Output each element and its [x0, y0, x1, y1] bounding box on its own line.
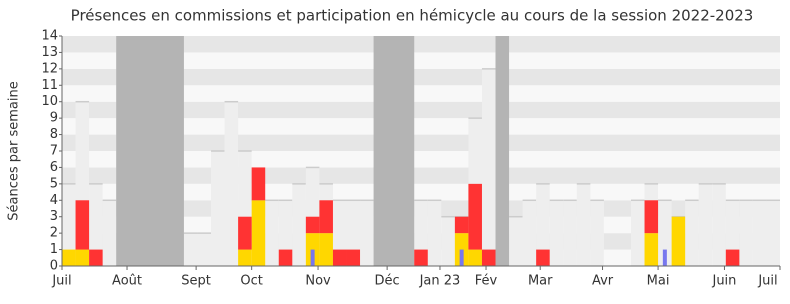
bar [346, 249, 361, 266]
week-total [89, 183, 103, 266]
bar [644, 200, 659, 234]
week-total [197, 233, 212, 266]
bar [468, 249, 482, 266]
bar [251, 167, 266, 201]
bar [536, 249, 550, 266]
stripe [62, 85, 780, 102]
week-total [685, 200, 699, 266]
stripe [62, 36, 780, 53]
bar [332, 249, 347, 266]
stripe [62, 101, 780, 119]
y-tick-label: 12 [41, 61, 58, 76]
y-tick-label: 2 [50, 226, 58, 241]
week-total [211, 151, 225, 266]
y-tick-label: 7 [50, 144, 58, 159]
bar [62, 249, 76, 266]
bar [468, 183, 482, 250]
x-tick-label: Nov [305, 274, 331, 289]
bar [481, 249, 496, 266]
y-axis-label: Séances par semaine [7, 81, 22, 220]
bar-overlay [662, 249, 667, 266]
x-tick-label: Juin [711, 274, 736, 289]
y-tick-label: 6 [50, 160, 58, 175]
bar [414, 249, 428, 266]
bar [671, 216, 686, 266]
week-total [590, 200, 604, 266]
x-tick-label: Mai [647, 274, 670, 289]
bar [319, 200, 333, 234]
week-total [183, 233, 198, 266]
bar [89, 249, 103, 266]
x-tick-label: Déc [375, 274, 400, 289]
x-tick-label: Fév [475, 274, 498, 289]
stripe [62, 134, 780, 151]
week-total [549, 200, 564, 266]
y-tick-label: 13 [41, 45, 58, 60]
week-total [752, 200, 767, 266]
stripe [62, 118, 780, 135]
y-tick-label: 0 [50, 259, 58, 274]
week-total [522, 200, 537, 266]
y-tick-label: 11 [41, 78, 58, 93]
week-total [658, 200, 672, 266]
bar [305, 216, 320, 234]
bar [725, 249, 740, 266]
week-total [739, 200, 753, 266]
bar [251, 200, 266, 266]
x-tick-label: Avr [592, 274, 614, 289]
y-tick-label: 5 [50, 176, 58, 191]
stripe [62, 68, 780, 86]
x-tick-label: Juil [51, 274, 71, 289]
chart-title: Présences en commissions et participatio… [71, 7, 754, 25]
week-total [265, 200, 279, 266]
week-total [563, 200, 577, 266]
bar [319, 233, 333, 266]
bar [75, 249, 90, 266]
week-total [102, 200, 117, 266]
week-total [576, 183, 591, 266]
x-tick-label: Mar [528, 274, 553, 289]
week-total [292, 183, 306, 266]
x-tick-label: Jan 23 [419, 274, 461, 289]
week-total [698, 183, 713, 266]
week-total [509, 216, 523, 266]
y-tick-label: 3 [50, 209, 58, 224]
week-total [224, 101, 239, 266]
week-total [360, 200, 374, 266]
bar-overlay [459, 249, 464, 266]
y-tick-label: 10 [41, 94, 58, 109]
x-tick-label: Sept [181, 274, 211, 289]
bar [238, 216, 252, 250]
week-total [427, 200, 442, 266]
x-tick-label: Oct [240, 274, 262, 289]
week-total [481, 68, 496, 266]
y-tick-label: 14 [41, 29, 58, 44]
x-tick-label: Août [112, 274, 142, 289]
week-total [712, 183, 726, 266]
bar-overlay [310, 249, 315, 266]
bar [238, 249, 252, 266]
y-tick-label: 1 [50, 242, 58, 257]
y-tick-label: 9 [50, 111, 58, 126]
x-tick-label: Juil [757, 274, 777, 289]
vacation-band [373, 36, 415, 266]
vacation-band [495, 36, 510, 266]
week-total [62, 183, 76, 266]
bar [644, 233, 659, 266]
week-total [536, 183, 550, 266]
bar [75, 200, 90, 250]
vacation-band [116, 36, 184, 266]
y-tick-label: 8 [50, 127, 58, 142]
y-tick-label: 4 [50, 193, 58, 208]
week-total [630, 200, 645, 266]
bar [454, 216, 469, 234]
stripe [62, 52, 780, 69]
week-total [766, 200, 780, 266]
week-total [441, 216, 455, 266]
bar [278, 249, 293, 266]
